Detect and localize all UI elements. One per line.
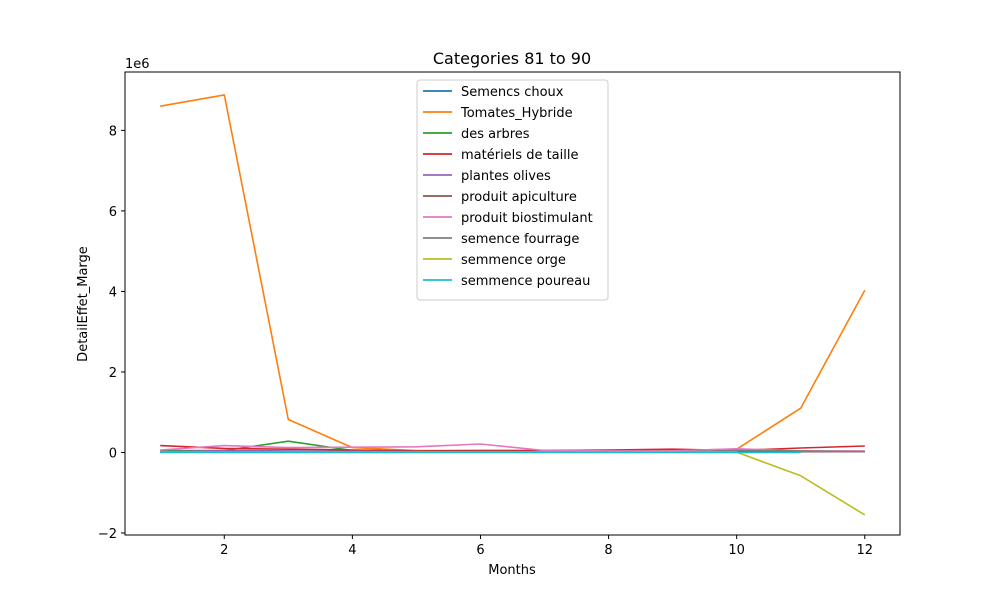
y-tick-label: 8 bbox=[109, 124, 117, 139]
legend-label: semmence orge bbox=[461, 253, 566, 268]
ticks-layer: 2 4 6 8 10 12 −2 0 2 4 6 8 bbox=[98, 124, 873, 558]
legend-label: des arbres bbox=[461, 127, 530, 142]
y-tick-label: 6 bbox=[109, 205, 117, 220]
legend-label: matériels de taille bbox=[461, 148, 578, 163]
y-tick-label: 4 bbox=[109, 285, 117, 300]
series-line-6 bbox=[160, 443, 865, 452]
plot-frame bbox=[124, 71, 901, 536]
legend-label: semmence poureau bbox=[461, 274, 590, 289]
x-tick-label: 4 bbox=[348, 543, 356, 558]
x-tick-label: 12 bbox=[856, 543, 873, 558]
x-tick-label: 2 bbox=[220, 543, 228, 558]
legend-label: plantes olives bbox=[461, 169, 551, 184]
chart-title: Categories 81 to 90 bbox=[433, 49, 591, 68]
x-tick-label: 10 bbox=[728, 543, 745, 558]
legend-label: Semencs choux bbox=[461, 85, 564, 100]
legend-label: semence fourrage bbox=[461, 232, 579, 247]
y-tick-label: 0 bbox=[109, 446, 117, 461]
legend-box bbox=[416, 79, 609, 301]
x-axis-label: Months bbox=[488, 563, 536, 578]
y-offset-label: 1e6 bbox=[125, 57, 150, 72]
x-tick-label: 8 bbox=[604, 543, 612, 558]
legend-label: produit biostimulant bbox=[461, 211, 593, 226]
series-layer bbox=[160, 94, 866, 516]
y-tick-label: −2 bbox=[98, 527, 117, 542]
y-tick-label: 2 bbox=[109, 366, 117, 381]
legend-label: Tomates_Hybride bbox=[460, 106, 573, 121]
legend-label: produit apiculture bbox=[461, 190, 577, 205]
y-axis-label: DetailEffet_Marge bbox=[76, 246, 91, 362]
x-tick-label: 6 bbox=[476, 543, 484, 558]
